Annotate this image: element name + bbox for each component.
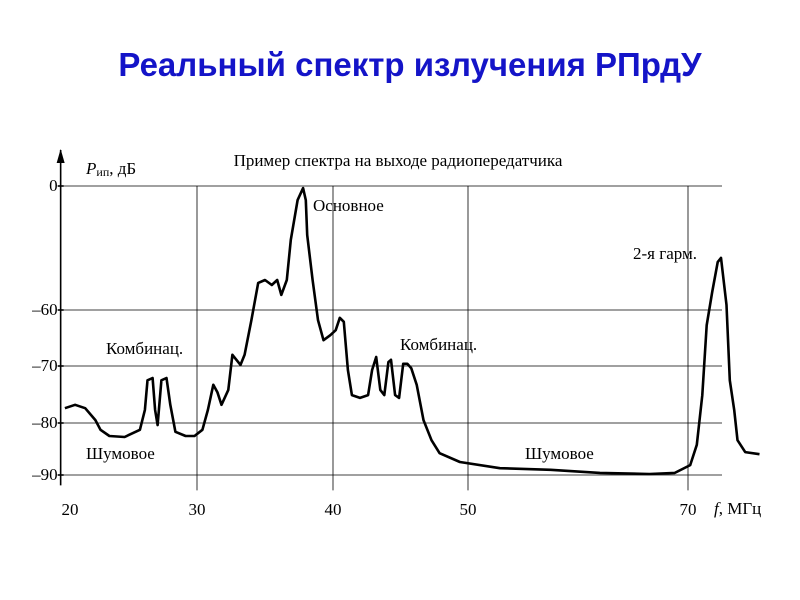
chart-title: Реальный спектр излучения РПрдУ: [118, 46, 702, 83]
spectrum-line: [64, 186, 760, 476]
x-tick-label: 70: [680, 500, 697, 519]
y-tick-label: –70: [31, 356, 58, 375]
annotation: Комбинац.: [106, 339, 183, 358]
annotation: Шумовое: [86, 444, 155, 463]
y-tick-label: –80: [31, 413, 58, 432]
annotation: 2-я гарм.: [633, 244, 697, 263]
y-axis-symbol: P: [85, 159, 96, 178]
x-tick-label: 40: [325, 500, 342, 519]
x-axis-label: f, МГц: [714, 499, 761, 518]
x-axis-unit: , МГц: [719, 499, 762, 518]
x-tick-label: 50: [460, 500, 477, 519]
annotation: Основное: [313, 196, 384, 215]
chart-subtitle: Пример спектра на выходе радиопередатчик…: [234, 151, 563, 170]
y-axis-unit: , дБ: [109, 159, 136, 178]
x-axis-symbol: f: [714, 499, 721, 518]
y-axis-label: Pип, дБ: [85, 159, 136, 179]
y-tick-label: –60: [31, 300, 58, 319]
y-axis-arrow: [56, 149, 65, 163]
annotation: Шумовое: [525, 444, 594, 463]
x-tick-label: 30: [189, 500, 206, 519]
y-tick-label: 0: [49, 176, 58, 195]
y-axis-subscript: ип: [96, 165, 109, 179]
x-tick-label: 20: [62, 500, 79, 519]
y-tick-label: –90: [31, 465, 58, 484]
annotation: Комбинац.: [400, 335, 477, 354]
